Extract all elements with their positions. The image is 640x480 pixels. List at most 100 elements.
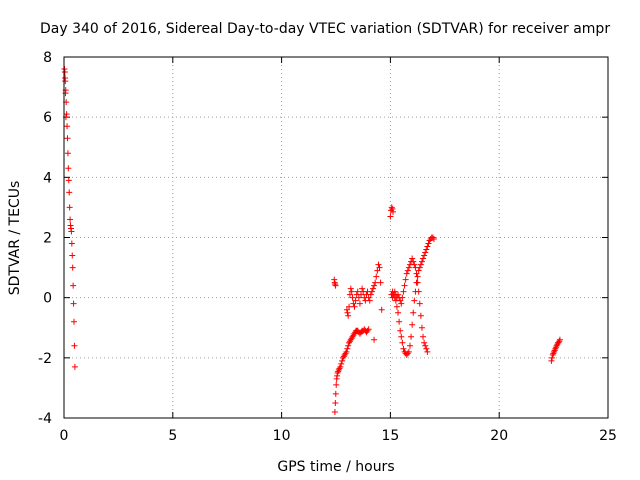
data-point [344, 345, 351, 352]
data-point [67, 216, 74, 223]
data-point [390, 208, 397, 215]
data-point [414, 279, 421, 286]
data-point [423, 246, 430, 253]
data-point [556, 336, 563, 343]
data-point [397, 297, 404, 304]
data-point [418, 258, 425, 265]
y-axis-label: SDTVAR / TECUs [7, 181, 23, 296]
data-point [424, 348, 431, 355]
data-point [343, 348, 350, 355]
axis-ticks: 0 5 10 15 20 25 -4 -2 0 2 4 6 8 [38, 50, 617, 444]
data-point [355, 294, 362, 301]
data-point [359, 285, 366, 292]
data-point [335, 366, 342, 373]
data-point [420, 333, 427, 340]
data-point [68, 240, 75, 247]
data-point [409, 255, 416, 262]
data-point [395, 309, 402, 316]
data-point [352, 297, 359, 304]
data-point [366, 297, 373, 304]
data-point [337, 363, 344, 370]
data-point [395, 291, 402, 298]
data-point [376, 264, 383, 271]
data-point [69, 252, 76, 259]
data-point [371, 336, 378, 343]
grid [64, 57, 608, 418]
data-point [420, 255, 427, 262]
data-point [345, 342, 352, 349]
data-point [404, 267, 411, 274]
data-point [358, 291, 365, 298]
data-point [351, 303, 358, 310]
data-point [70, 300, 77, 307]
x-tick-label: 25 [599, 428, 617, 444]
data-point [410, 309, 417, 316]
data-point [356, 300, 363, 307]
data-point [374, 267, 381, 274]
data-point [345, 312, 352, 319]
data-point [69, 264, 76, 271]
data-point [397, 327, 404, 334]
data-point [393, 303, 400, 310]
data-point [411, 297, 418, 304]
data-point [423, 345, 430, 352]
data-point [68, 228, 75, 235]
data-point [62, 75, 69, 82]
data-point [332, 282, 339, 289]
data-point [338, 360, 345, 367]
data-point [346, 303, 353, 310]
data-point [399, 339, 406, 346]
data-point [424, 243, 431, 250]
data-point [61, 69, 68, 76]
data-point [548, 357, 555, 364]
data-point [413, 270, 420, 277]
data-point [332, 390, 339, 397]
data-point [365, 326, 372, 333]
data-point [409, 321, 416, 328]
data-point [346, 291, 353, 298]
data-point [389, 205, 396, 212]
data-point [378, 306, 385, 313]
data-point [339, 357, 346, 364]
data-point [70, 282, 77, 289]
data-point [549, 354, 556, 361]
data-point [417, 312, 424, 319]
data-point [398, 333, 405, 340]
data-point [422, 249, 429, 256]
data-point [375, 261, 382, 268]
data-point [405, 264, 412, 271]
data-point [71, 318, 78, 325]
data-point [405, 348, 412, 355]
plot-frame [63, 56, 609, 419]
data-point [71, 363, 78, 370]
data-point [408, 333, 415, 340]
data-point [416, 300, 423, 307]
data-point [333, 381, 340, 388]
data-series-ampr [61, 66, 563, 415]
data-point [387, 213, 394, 220]
data-point [373, 273, 380, 280]
data-point [398, 300, 405, 307]
y-tick-label: 4 [43, 170, 52, 186]
data-point [369, 285, 376, 292]
data-point [64, 150, 71, 157]
data-point [368, 288, 375, 295]
data-point [402, 276, 409, 283]
data-point [347, 285, 354, 292]
data-point [406, 342, 413, 349]
data-point [331, 408, 338, 415]
data-point [391, 288, 398, 295]
data-point [365, 294, 372, 301]
data-point [388, 204, 395, 211]
x-tick-label: 20 [490, 428, 508, 444]
data-point [372, 279, 379, 286]
x-tick-label: 10 [273, 428, 291, 444]
data-point [422, 342, 429, 349]
data-point [62, 90, 69, 97]
y-tick-label: 6 [43, 110, 52, 126]
data-point [66, 204, 73, 211]
data-point [425, 240, 432, 247]
data-point [349, 294, 356, 301]
data-point [332, 399, 339, 406]
data-point [367, 291, 374, 298]
